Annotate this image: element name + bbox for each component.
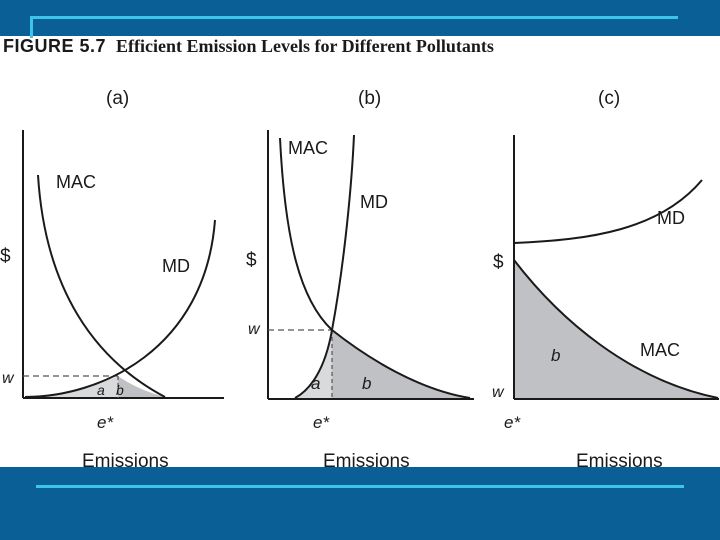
- panel-a-md-label: MD: [162, 256, 190, 276]
- panel-c-label: (c): [598, 88, 620, 109]
- panel-b-area-a: [295, 330, 332, 398]
- panel-a-quantity-label: e*: [97, 413, 114, 432]
- panel-a-price-label: w: [2, 370, 15, 387]
- panel-b-md-curve: [294, 134, 355, 399]
- panel-c-area-b: [514, 260, 718, 398]
- panel-a-area-b-label: b: [116, 382, 124, 398]
- top-accent-line-vertical: [30, 16, 33, 38]
- bottom-accent-line: [36, 485, 684, 488]
- panel-c: (c) MD MAC $ w b e* Emissions: [492, 88, 719, 472]
- panel-b-quantity-label: e*: [313, 413, 330, 432]
- panel-c-mac-label: MAC: [640, 340, 680, 360]
- figure-caption: FIGURE 5.7 Efficient Emission Levels for …: [3, 36, 494, 57]
- panel-a-area-a: [25, 376, 118, 397]
- panel-a-mac-label: MAC: [56, 172, 96, 192]
- panel-a-area-a-label: a: [97, 382, 105, 398]
- panel-b-price-label: w: [248, 321, 261, 338]
- panel-b-mac-label: MAC: [288, 138, 328, 158]
- panel-b-md-label: MD: [360, 192, 388, 212]
- panel-a-md-curve: [24, 219, 216, 398]
- panel-b: (b) MAC MD $ w a b e* Emissions: [246, 88, 474, 472]
- top-accent-line: [30, 16, 678, 19]
- panel-c-area-b-label: b: [551, 346, 560, 365]
- bottom-banner: [0, 467, 720, 540]
- panel-c-price-label: w: [492, 384, 505, 401]
- panel-c-md-label: MD: [657, 208, 685, 228]
- panel-b-area-b-label: b: [362, 374, 371, 393]
- figure-number: FIGURE 5.7: [3, 36, 107, 56]
- panel-b-y-label: $: [246, 250, 257, 271]
- panel-a-label: (a): [106, 88, 129, 109]
- panel-c-md-curve: [513, 179, 703, 244]
- panel-a-x-label: Emissions: [82, 451, 169, 472]
- panel-b-label: (b): [358, 88, 381, 109]
- panel-b-area-b: [332, 330, 470, 398]
- panel-b-x-label: Emissions: [323, 451, 410, 472]
- panel-c-y-label: $: [493, 252, 504, 273]
- panel-a-area-b: [118, 376, 165, 397]
- panel-c-quantity-label: e*: [504, 413, 521, 432]
- panel-c-mac-curve: [513, 259, 719, 399]
- figure-title: Efficient Emission Levels for Different …: [116, 36, 494, 56]
- panel-a-y-label: $: [0, 246, 11, 267]
- panel-b-mac-curve: [279, 137, 471, 399]
- panel-b-area-a-label: a: [311, 374, 320, 393]
- panel-a: (a) MAC MD $ w a b e* Emissions: [0, 88, 224, 472]
- panel-c-x-label: Emissions: [576, 451, 663, 472]
- panel-a-mac-curve: [37, 174, 166, 398]
